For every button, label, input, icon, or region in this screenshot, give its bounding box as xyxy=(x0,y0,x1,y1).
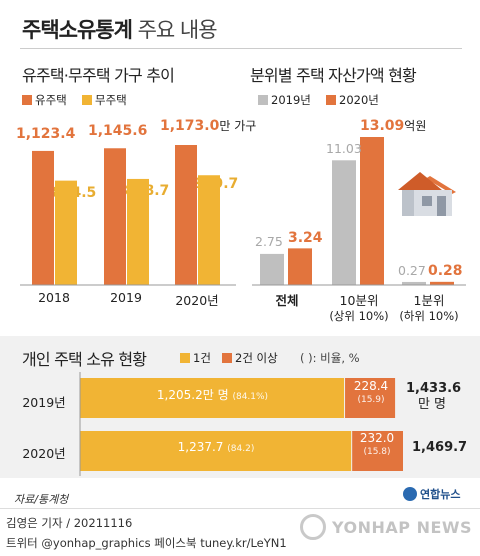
bar-label-bottom10-2020: 0.28 xyxy=(428,263,463,279)
legend-swatch-yellow xyxy=(82,95,92,105)
legend-swatch-orange xyxy=(22,95,32,105)
hbar-share: (84.1%) xyxy=(232,392,269,402)
bar-label-owner-2018: 1,123.4 xyxy=(16,126,76,142)
hbar-value: 1,237.7 xyxy=(177,440,224,454)
bar-2019-0 xyxy=(260,253,284,285)
legend-label: 2건 이상 xyxy=(235,351,278,365)
hbar-value: 232.0 xyxy=(359,431,395,445)
chart3-legend-one: 1건 xyxy=(180,350,211,366)
axis-note-top10: (상위 10%) xyxy=(329,309,389,323)
bar-label-bottom10-2019: 0.27 xyxy=(398,263,426,278)
legend-swatch-gray xyxy=(258,95,268,105)
page-title: 주택소유통계 주요 내용 xyxy=(22,14,218,44)
bar-label-owner-2020: 1,173.0만 가구 xyxy=(160,117,256,134)
legend-label: 2020년 xyxy=(339,93,379,107)
yonhap-logo-icon xyxy=(403,487,417,501)
legend-label: 유주택 xyxy=(35,93,67,107)
hbar-value: 1,205.2만 명 xyxy=(156,388,229,402)
axis-label-2020: 2020년 xyxy=(175,293,219,308)
hbar-share: (84.2) xyxy=(227,444,255,454)
chart3-legend-multi: 2건 이상 xyxy=(222,350,278,366)
chart3-title: 개인 주택 소유 현황 xyxy=(22,350,147,369)
hbar-label-one-2020: 1,237.7 (84.2) xyxy=(80,440,352,454)
bar-owner-0 xyxy=(32,150,54,285)
axis-note-bottom10: (하위 10%) xyxy=(399,309,459,323)
title-bold: 주택소유통계 xyxy=(22,18,133,42)
chart1-title: 유주택·무주택 가구 추이 xyxy=(22,66,175,85)
row-label-2020: 2020년 xyxy=(22,446,66,461)
bar-nonowner-2 xyxy=(198,175,220,285)
bar-label-top10-2019: 11.03 xyxy=(326,141,362,156)
total-2019: 1,433.6 만 명 xyxy=(406,381,461,413)
hbar-label-one-2019: 1,205.2만 명 (84.1%) xyxy=(80,386,345,403)
bar-label-total-2020: 3.24 xyxy=(288,230,323,246)
credit-text: 김영은 기자 / 20211116 xyxy=(6,516,133,530)
hbar-label-multi-2020: 232.0 (15.8) xyxy=(352,431,402,459)
legend-label: 무주택 xyxy=(95,93,127,107)
total-value: 1,433.6 xyxy=(406,381,462,396)
hbar-value: 228.4 xyxy=(353,379,389,393)
row-label-2019: 2019년 xyxy=(22,395,66,410)
bar-label-total-2019: 2.75 xyxy=(255,234,283,249)
legend-swatch-yellow xyxy=(180,353,190,363)
source-text: 자료/통계청 xyxy=(14,493,69,506)
axis-label-bottom10: 1분위 xyxy=(413,293,445,308)
watermark-text: YONHAP NEWS xyxy=(332,517,473,537)
bar-owner-2 xyxy=(175,145,197,285)
bar-label-owner-2020-value: 1,173.0 xyxy=(160,118,220,134)
yonhap-logo-text: 연합뉴스 xyxy=(420,488,461,501)
bar-nonowner-1 xyxy=(127,178,149,285)
bar-label-owner-2019: 1,145.6 xyxy=(88,123,148,139)
bar-label-top10-2020-value: 13.09 xyxy=(360,118,405,134)
bar-2019-1 xyxy=(332,160,356,285)
title-normal: 주요 내용 xyxy=(137,18,218,42)
chart2-title: 분위별 주택 자산가액 현황 xyxy=(250,66,417,85)
chart1-legend-owner: 유주택 xyxy=(22,92,67,108)
legend-swatch-orange xyxy=(222,353,232,363)
legend-swatch-orange xyxy=(326,95,336,105)
bar-2020-1 xyxy=(360,137,384,285)
title-underline xyxy=(20,48,462,49)
unit-krw: 억원 xyxy=(404,119,427,133)
axis-label-top10: 10분위 xyxy=(339,293,379,308)
sns-text: 트위터 @yonhap_graphics 페이스북 tuney.kr/LeYN1 xyxy=(6,536,287,550)
bar-2019-2 xyxy=(402,281,426,285)
bar-2020-0 xyxy=(288,248,312,285)
legend-label: 1건 xyxy=(193,351,211,365)
watermark: YONHAP NEWS xyxy=(300,514,472,540)
yonhap-logo: 연합뉴스 xyxy=(403,486,460,502)
legend-label: 2019년 xyxy=(271,93,311,107)
hbar-label-multi-2019: 228.4 (15.9) xyxy=(346,379,396,407)
chart3-legend-note: ( ): 비율, % xyxy=(300,351,360,365)
total-2020: 1,469.7 xyxy=(412,440,468,455)
axis-label-total: 전체 xyxy=(275,293,299,308)
bar-owner-1 xyxy=(104,148,126,285)
hbar-share: (15.9) xyxy=(357,395,385,405)
house-icon xyxy=(398,172,456,216)
chart1-legend-nonowner: 무주택 xyxy=(82,92,127,108)
axis-label-2018: 2018 xyxy=(38,290,70,305)
bar-label-top10-2020: 13.09억원 xyxy=(360,117,426,134)
total-unit: 만 명 xyxy=(417,397,446,412)
watermark-icon xyxy=(300,514,326,540)
bar-nonowner-0 xyxy=(55,180,77,285)
bar-2020-2 xyxy=(430,281,454,285)
footer-divider xyxy=(0,508,480,509)
hbar-share: (15.8) xyxy=(363,447,391,457)
chart2-legend-2019: 2019년 xyxy=(258,92,311,108)
unit-households: 만 가구 xyxy=(219,119,257,133)
chart2-legend-2020: 2020년 xyxy=(326,92,379,108)
axis-label-2019: 2019 xyxy=(110,290,142,305)
